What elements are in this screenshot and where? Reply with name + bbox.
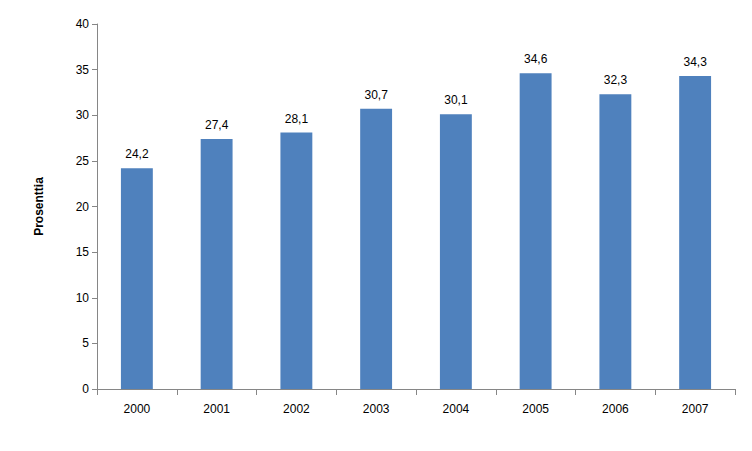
svg-text:34,3: 34,3 xyxy=(683,55,707,69)
svg-text:2003: 2003 xyxy=(363,402,390,416)
svg-text:24,2: 24,2 xyxy=(125,147,149,161)
svg-text:2006: 2006 xyxy=(602,402,629,416)
svg-text:30,1: 30,1 xyxy=(444,93,468,107)
svg-text:2005: 2005 xyxy=(522,402,549,416)
svg-text:20: 20 xyxy=(76,200,90,214)
svg-text:2000: 2000 xyxy=(124,402,151,416)
svg-text:25: 25 xyxy=(76,154,90,168)
svg-text:30: 30 xyxy=(76,108,90,122)
svg-text:27,4: 27,4 xyxy=(205,118,229,132)
svg-text:2002: 2002 xyxy=(283,402,310,416)
svg-text:40: 40 xyxy=(76,17,90,31)
svg-text:0: 0 xyxy=(82,382,89,396)
svg-text:2007: 2007 xyxy=(682,402,709,416)
svg-text:2004: 2004 xyxy=(443,402,470,416)
svg-text:15: 15 xyxy=(76,245,90,259)
svg-text:5: 5 xyxy=(82,336,89,350)
svg-text:34,6: 34,6 xyxy=(524,52,548,66)
svg-text:35: 35 xyxy=(76,63,90,77)
svg-text:30,7: 30,7 xyxy=(364,88,388,102)
svg-text:Prosenttia: Prosenttia xyxy=(32,177,46,236)
svg-text:32,3: 32,3 xyxy=(604,73,628,87)
svg-text:10: 10 xyxy=(76,291,90,305)
svg-text:2001: 2001 xyxy=(203,402,230,416)
svg-text:28,1: 28,1 xyxy=(285,112,309,126)
